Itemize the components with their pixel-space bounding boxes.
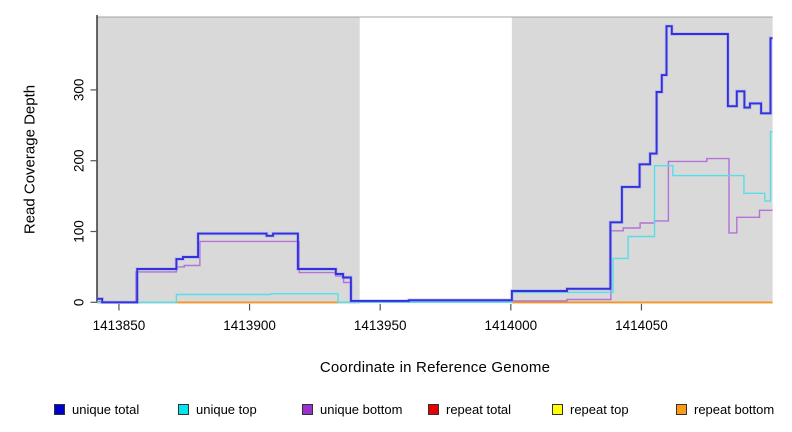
x-tick-label: 1414050	[615, 318, 668, 333]
legend-swatch-icon	[54, 403, 65, 415]
y-tick-label: 200	[72, 149, 87, 172]
legend-item-repeat-top: repeat top	[552, 401, 629, 417]
x-axis-title: Coordinate in Reference Genome	[319, 359, 551, 376]
y-tick-label: 100	[72, 220, 87, 243]
legend-item-unique-bottom: unique bottom	[302, 401, 402, 417]
background-region	[97, 17, 360, 304]
legend-swatch-icon	[552, 403, 563, 415]
x-tick-label: 1414000	[485, 318, 538, 333]
x-tick-label: 1413950	[354, 318, 407, 333]
legend-item-unique-top: unique top	[178, 401, 257, 417]
legend-item-unique-total: unique total	[54, 401, 139, 417]
x-tick-label: 1413900	[223, 318, 276, 333]
x-tick-label: 1413850	[93, 318, 146, 333]
legend-swatch-icon	[428, 403, 439, 415]
y-axis-title: Read Coverage Depth	[21, 84, 39, 235]
background-region	[511, 17, 773, 304]
legend-label: repeat bottom	[694, 401, 775, 417]
legend-label: repeat top	[570, 401, 629, 417]
legend-swatch-icon	[676, 403, 687, 415]
legend-swatch-icon	[302, 403, 313, 415]
series-line-unique-bottom	[97, 157, 773, 303]
background-region	[359, 17, 512, 304]
legend-item-repeat-bottom: repeat bottom	[676, 401, 774, 417]
legend-label: unique bottom	[320, 401, 403, 417]
legend-swatch-icon	[178, 403, 189, 415]
series-line-unique-total	[97, 25, 773, 304]
legend-item-repeat-total: repeat total	[428, 401, 511, 417]
legend: unique total unique top unique bottom repea…	[0, 401, 792, 419]
y-tick-label: 300	[72, 79, 87, 102]
y-tick-label: 0	[72, 299, 87, 307]
legend-label: unique top	[196, 401, 257, 417]
legend-label: repeat total	[446, 401, 512, 417]
series-line-unique-top	[97, 131, 773, 303]
legend-label: unique total	[72, 401, 140, 417]
